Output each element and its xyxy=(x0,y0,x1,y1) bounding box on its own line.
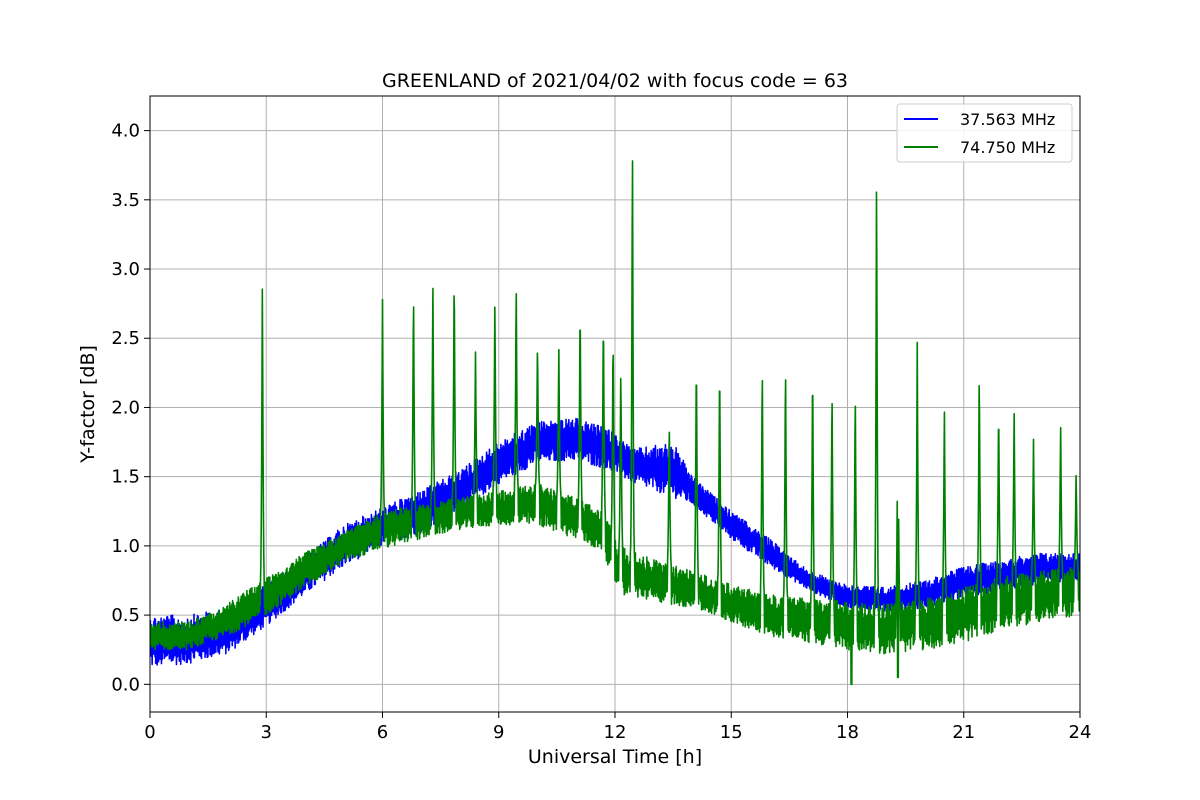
y-tick-label: 3.5 xyxy=(111,190,140,211)
x-tick-label: 12 xyxy=(604,722,627,743)
y-tick-label: 2.5 xyxy=(111,328,140,349)
series-layer xyxy=(150,160,1080,686)
legend-label-74mhz: 74.750 MHz xyxy=(960,138,1055,157)
x-axis: 0 3 6 9 12 15 18 21 24 xyxy=(144,712,1091,743)
x-tick-label: 9 xyxy=(493,722,504,743)
x-tick-label: 0 xyxy=(144,722,155,743)
series-line-1 xyxy=(150,160,1080,686)
chart-title: GREENLAND of 2021/04/02 with focus code … xyxy=(382,70,848,92)
x-tick-label: 6 xyxy=(377,722,388,743)
y-tick-label: 1.5 xyxy=(111,467,140,488)
legend[interactable]: 37.563 MHz 74.750 MHz xyxy=(896,103,1073,163)
legend-box xyxy=(896,103,1073,163)
x-tick-label: 24 xyxy=(1069,722,1092,743)
y-tick-label: 3.0 xyxy=(111,259,140,280)
y-tick-label: 0.5 xyxy=(111,605,140,626)
y-axis-title: Y-factor [dB] xyxy=(77,345,99,464)
legend-label-37mhz: 37.563 MHz xyxy=(960,110,1055,129)
y-tick-label: 1.0 xyxy=(111,536,140,557)
y-tick-label: 4.0 xyxy=(111,121,140,142)
x-axis-title: Universal Time [h] xyxy=(528,746,702,768)
y-tick-label: 2.0 xyxy=(111,397,140,418)
x-tick-label: 15 xyxy=(720,722,743,743)
x-tick-label: 18 xyxy=(836,722,859,743)
x-tick-label: 3 xyxy=(261,722,272,743)
x-tick-label: 21 xyxy=(952,722,975,743)
y-tick-label: 0.0 xyxy=(111,674,140,695)
y-axis: 0.0 0.5 1.0 1.5 2.0 2.5 3.0 3.5 4.0 xyxy=(111,121,150,695)
